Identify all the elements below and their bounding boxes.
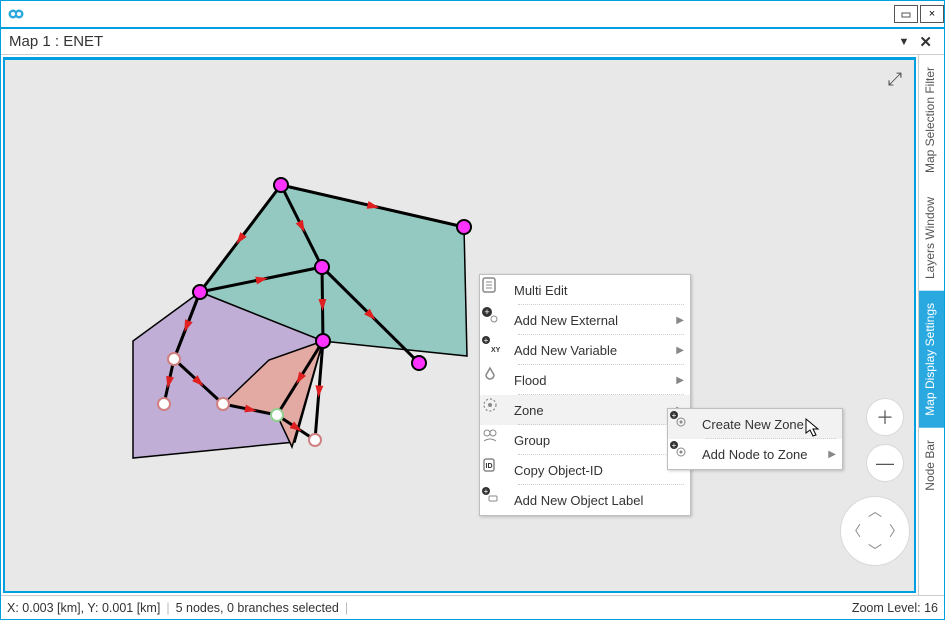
svg-text:ID: ID — [486, 463, 493, 470]
menu-label: Group — [514, 433, 676, 448]
context-submenu-zone[interactable]: + Create New Zone + Add Node to Zone▶ — [667, 408, 843, 470]
submenu-arrow-icon: ▶ — [676, 375, 684, 386]
submenu-arrow-icon: ▶ — [828, 449, 836, 460]
submenu-arrow-icon: ▶ — [676, 345, 684, 356]
ctx-item-group[interactable]: Group▶ — [480, 425, 690, 455]
ctx-item-add-new-object-label[interactable]: + Add New Object Label — [480, 485, 690, 515]
ctx-item-copy-object-id[interactable]: ID Copy Object-ID — [480, 455, 690, 485]
menu-label: Multi Edit — [514, 283, 684, 298]
menu-label: Add New Object Label — [514, 493, 684, 508]
status-zoom: Zoom Level: 16 — [852, 601, 938, 615]
ctx-item-flood[interactable]: Flood▶ — [480, 365, 690, 395]
menu-label: Copy Object-ID — [514, 463, 684, 478]
svg-text:+: + — [672, 441, 677, 450]
pan-up[interactable]: ︿ — [868, 501, 882, 521]
ctx-zone-item-add-node-to-zone[interactable]: + Add Node to Zone▶ — [668, 439, 842, 469]
tab-close[interactable]: ✕ — [915, 33, 936, 51]
svg-text:+: + — [672, 411, 677, 420]
pan-down[interactable]: ﹀ — [868, 541, 882, 561]
pan-right[interactable]: 〉 — [889, 521, 903, 541]
sidetab-map-selection-filter[interactable]: Map Selection Filter — [919, 55, 944, 185]
ctx-item-multi-edit[interactable]: Multi Edit — [480, 275, 690, 305]
menu-label: Add New Variable — [514, 343, 676, 358]
fit-view-button[interactable]: ⤢ — [882, 66, 908, 92]
svg-text:+: + — [484, 487, 489, 496]
app-icon — [7, 5, 25, 23]
ctx-zone-item-create-new-zone[interactable]: + Create New Zone — [668, 409, 842, 439]
svg-text:+: + — [484, 307, 489, 317]
ctx-item-add-new-variable[interactable]: +XYZ Add New Variable▶ — [480, 335, 690, 365]
map-canvas[interactable]: ⤢ ＋ — ︿ ﹀ 〈 〉 Multi Edit + Add New Externa… — [3, 57, 916, 593]
svg-text:XYZ: XYZ — [491, 347, 500, 354]
tab-title: Map 1 : ENET — [9, 33, 103, 50]
svg-text:+: + — [484, 336, 489, 345]
pan-dpad[interactable]: ︿ ﹀ 〈 〉 — [840, 496, 910, 566]
pan-left[interactable]: 〈 — [847, 521, 861, 541]
minimize-button[interactable] — [894, 5, 918, 23]
close-window-button[interactable]: × — [920, 5, 944, 23]
menu-label: Zone — [514, 403, 676, 418]
tab-dropdown[interactable]: ▼ — [893, 36, 916, 48]
submenu-arrow-icon: ▶ — [676, 315, 684, 326]
ctx-item-zone[interactable]: Zone▶ — [480, 395, 690, 425]
sidetab-layers-window[interactable]: Layers Window — [919, 185, 944, 291]
zoom-out-button[interactable]: — — [866, 444, 904, 482]
ctx-item-add-new-external[interactable]: + Add New External▶ — [480, 305, 690, 335]
zoom-in-button[interactable]: ＋ — [866, 398, 904, 436]
sidetab-node-bar[interactable]: Node Bar — [919, 428, 944, 503]
menu-label: Create New Zone — [702, 417, 836, 432]
menu-label: Add New External — [514, 313, 676, 328]
status-coords: X: 0.003 [km], Y: 0.001 [km] — [7, 601, 160, 615]
context-menu[interactable]: Multi Edit+Add New External▶+XYZAdd New … — [479, 274, 691, 516]
menu-label: Add Node to Zone — [702, 447, 828, 462]
status-selection: 5 nodes, 0 branches selected — [176, 601, 339, 615]
sidetab-map-display-settings[interactable]: Map Display Settings — [919, 291, 944, 428]
menu-label: Flood — [514, 373, 676, 388]
